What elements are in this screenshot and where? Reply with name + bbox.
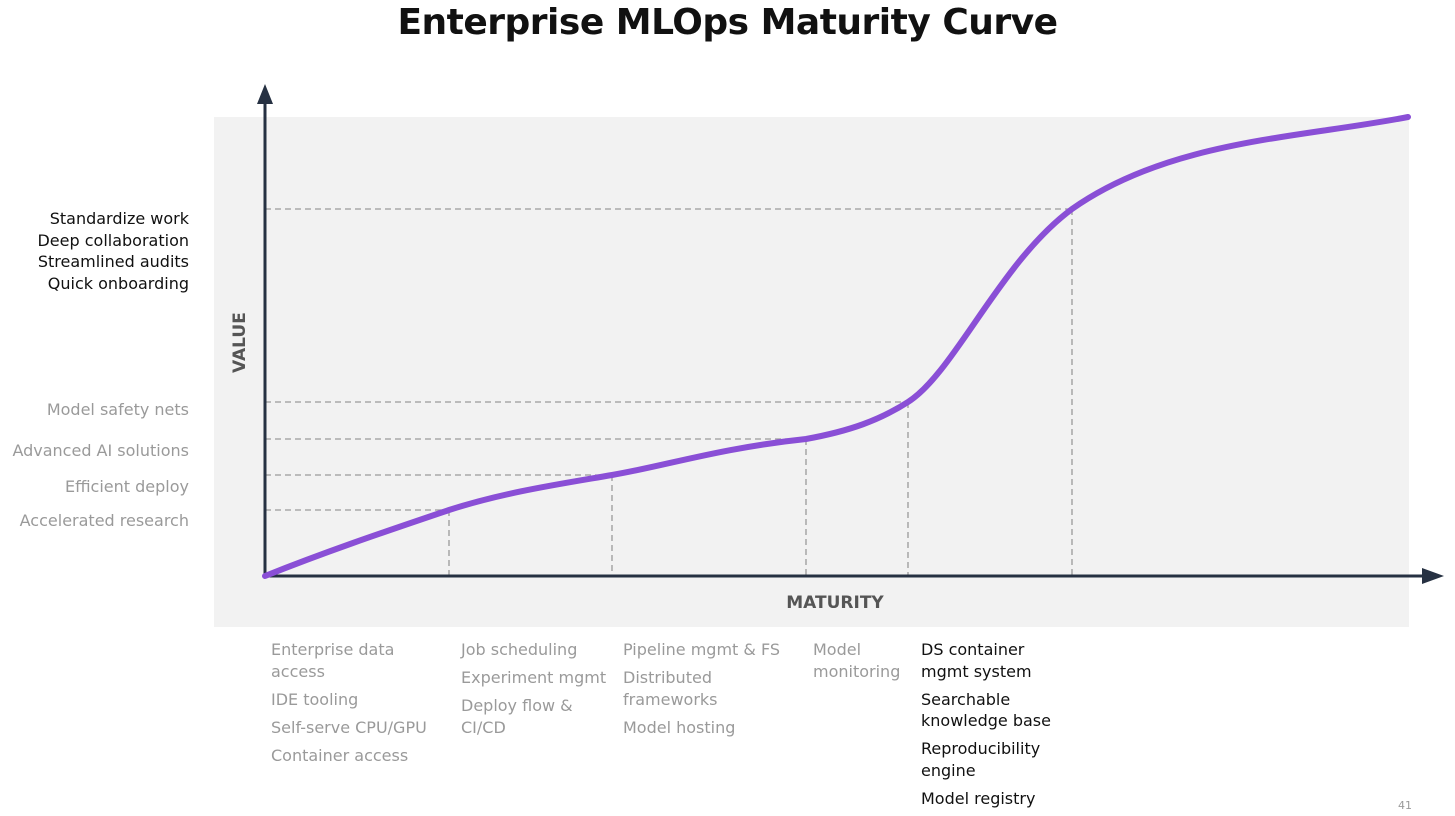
stage-1-capabilities: Enterprise data access IDE tooling Self-… [271, 639, 451, 773]
capability-item: Deploy flow & CI/CD [461, 696, 573, 737]
top-value-list: Standardize work Deep collaboration Stre… [37, 208, 189, 294]
chart-background-panel [214, 117, 1409, 627]
capability-item: Model monitoring [813, 640, 901, 681]
y-axis-title: VALUE [230, 312, 250, 373]
capability-item: Distributed frameworks [623, 668, 718, 709]
capability-item: Enterprise data access [271, 640, 395, 681]
guide-lines [265, 208, 1073, 576]
stage-3-capabilities: Pipeline mgmt & FS Distributed framework… [623, 639, 793, 745]
capability-item: Model registry [921, 788, 1036, 808]
value-label-model-safety-nets: Model safety nets [46, 400, 189, 419]
x-axis-title: MATURITY [786, 593, 884, 613]
capability-item: DS container mgmt system [921, 640, 1032, 681]
maturity-curve [262, 114, 1411, 579]
capability-item: Pipeline mgmt & FS [623, 640, 781, 659]
stage-5-capabilities: DS container mgmt system Searchable know… [921, 639, 1071, 816]
capability-item: IDE tooling [271, 689, 359, 709]
value-label-standardize-work: Standardize work [49, 209, 189, 228]
slide-title: Enterprise MLOps Maturity Curve [397, 2, 1058, 43]
value-label-accelerated-research: Accelerated research [19, 511, 189, 530]
capability-item: Job scheduling [461, 640, 578, 659]
x-axis-arrowhead [1422, 568, 1444, 584]
capability-item: Reproducibility engine [921, 739, 1041, 780]
value-label-deep-collaboration: Deep collaboration [37, 230, 189, 250]
capability-item: Self-serve CPU/GPU [271, 717, 427, 737]
value-label-quick-onboarding: Quick onboarding [47, 273, 189, 293]
axes [257, 84, 1444, 584]
value-label-streamlined-audits: Streamlined audits [37, 252, 189, 271]
y-axis-arrowhead [257, 84, 273, 104]
capability-item: Container access [271, 745, 409, 765]
value-label-efficient-deploy: Efficient deploy [64, 477, 189, 496]
capability-item: Searchable knowledge base [921, 689, 1051, 731]
capability-item: Model hosting [623, 717, 736, 737]
value-label-advanced-ai: Advanced AI solutions [12, 441, 189, 460]
capability-item: Experiment mgmt [461, 668, 607, 687]
stage-4-capabilities: Model monitoring [813, 639, 913, 689]
page-number: 41 [1398, 799, 1412, 812]
stage-2-capabilities: Job scheduling Experiment mgmt Deploy fl… [461, 639, 611, 745]
